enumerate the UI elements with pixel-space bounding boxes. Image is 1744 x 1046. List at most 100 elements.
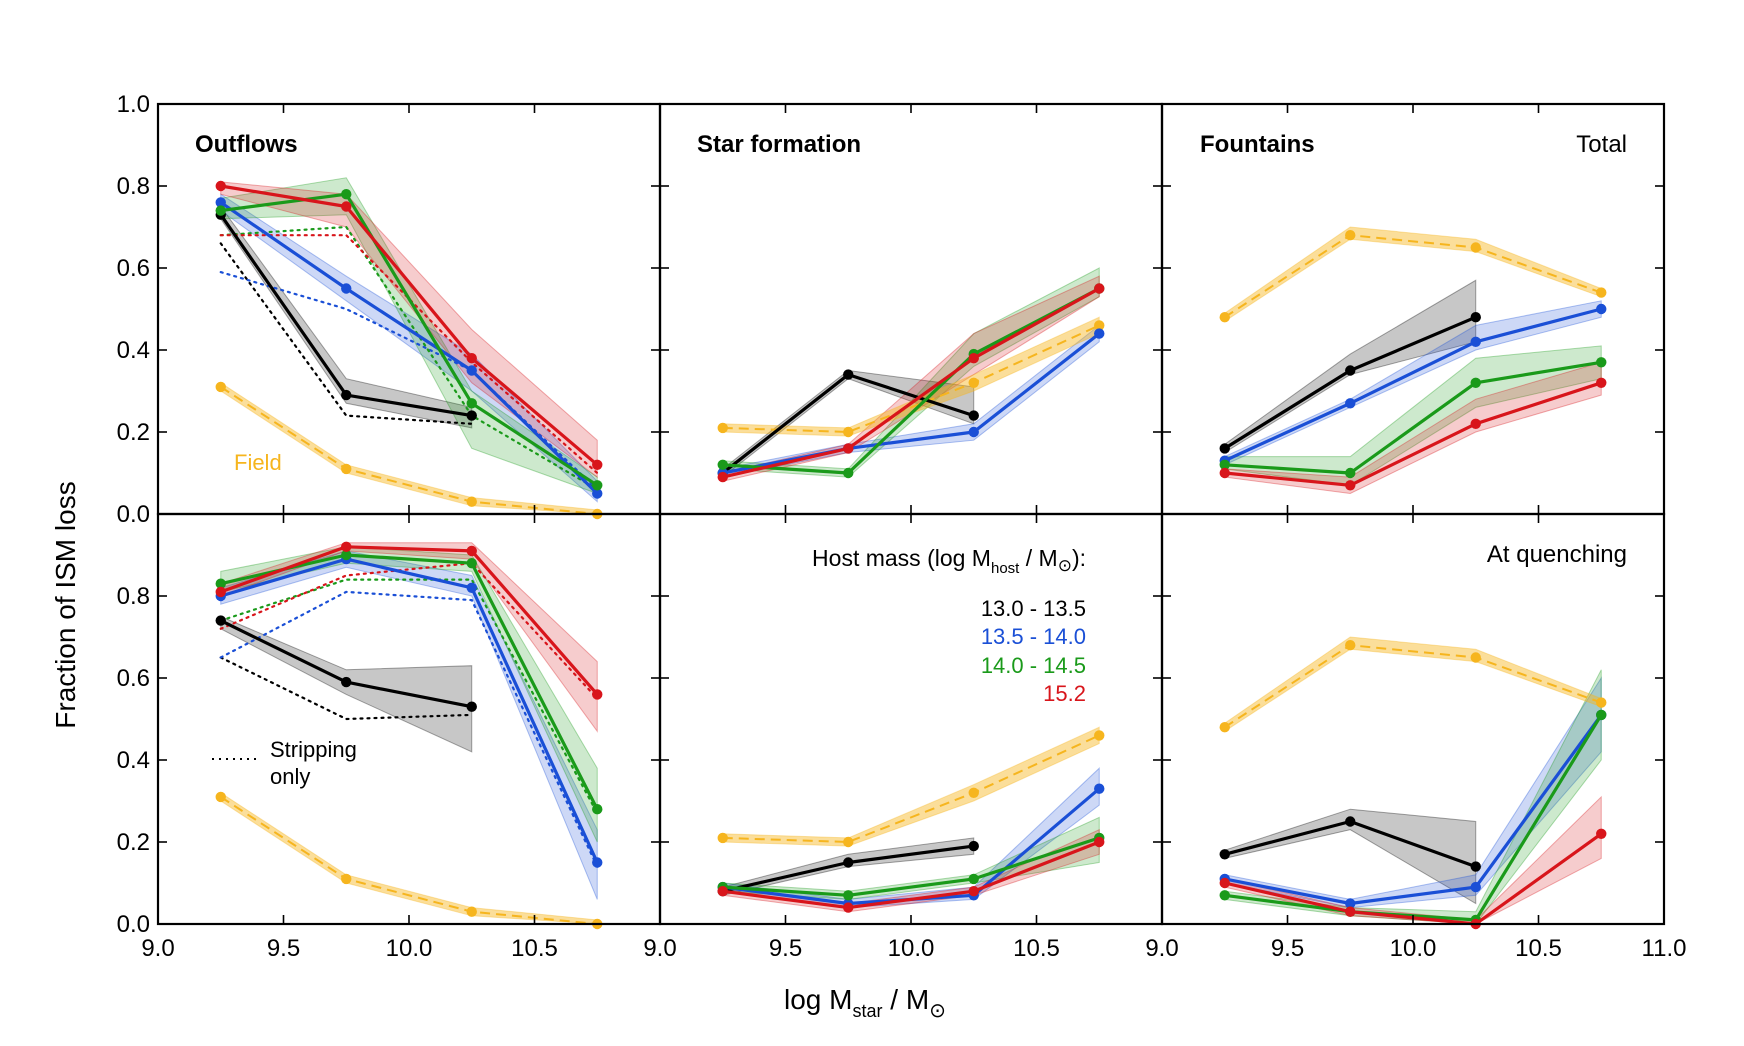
band-blue-0 — [220, 193, 598, 503]
stripping-line-black-3 — [219, 656, 473, 721]
y-axis-title: Fraction of ISM loss — [50, 481, 81, 728]
series-line-orange-1 — [722, 324, 1100, 433]
series-line-blue-1 — [722, 332, 1101, 475]
point-green-3-3 — [592, 804, 603, 815]
y-tick-label: 0.6 — [117, 665, 150, 692]
point-black-3-1 — [341, 676, 352, 688]
legend-title-a: Host mass (log M — [812, 545, 991, 571]
legend-entry-14-0: 14.0 - 14.5 — [981, 653, 1086, 678]
y-tick-label: 0.2 — [117, 419, 150, 446]
point-orange-3-1 — [341, 873, 352, 885]
y-tick-label: 0.8 — [117, 583, 150, 610]
panel-2 — [1219, 226, 1607, 495]
point-black-0-1 — [341, 389, 352, 401]
panel-title-outflows: Outflows — [195, 131, 298, 158]
point-blue-2-1 — [1345, 398, 1356, 409]
x-axis-title-sun: ⊙ — [929, 1000, 946, 1022]
series-line-orange-3 — [220, 796, 598, 925]
x-tick-label: 10.0 — [1390, 935, 1437, 962]
x-tick-label: 9.5 — [1271, 935, 1304, 962]
x-axis-title-tail: / M — [882, 984, 929, 1015]
point-green-2-1 — [1345, 467, 1356, 479]
band-red-3 — [220, 542, 598, 733]
field-label: Field — [234, 450, 282, 475]
point-orange-1-2 — [968, 377, 979, 388]
point-red-1-3 — [1094, 283, 1105, 294]
series-line-green-2 — [1224, 360, 1602, 475]
panel-0 — [215, 177, 603, 520]
y-tick-label: 0.6 — [117, 255, 150, 282]
point-orange-4-1 — [843, 836, 854, 848]
point-red-4-0 — [717, 886, 728, 897]
point-orange-5-0 — [1219, 722, 1230, 733]
point-red-0-0 — [215, 180, 226, 192]
x-tick-label: 11.0 — [1642, 935, 1687, 962]
panel-1 — [717, 267, 1105, 483]
point-green-1-0 — [717, 459, 728, 470]
point-black-4-2 — [968, 840, 979, 852]
band-red-5 — [1224, 795, 1602, 925]
series-line-orange-4 — [722, 734, 1100, 843]
point-green-3-0 — [215, 578, 226, 589]
point-orange-5-1 — [1345, 640, 1356, 651]
stripping-line-blue-3 — [219, 590, 599, 868]
point-red-1-0 — [717, 471, 728, 483]
band-green-1 — [722, 267, 1100, 478]
y-tick-label: 0.4 — [117, 747, 150, 774]
plots-layer — [215, 177, 1607, 930]
x-tick-label: 10.5 — [1013, 935, 1060, 962]
point-blue-1-2 — [968, 426, 979, 438]
legend-entry-13-5: 13.5 - 14.0 — [981, 624, 1086, 649]
point-orange-1-1 — [843, 426, 854, 438]
y-tick-label: 0.8 — [117, 173, 150, 200]
point-orange-2-2 — [1470, 242, 1481, 253]
legend-title-sub: host — [991, 560, 1020, 577]
series-line-blue-3 — [220, 557, 599, 864]
series-line-green-0 — [220, 192, 599, 487]
point-blue-5-1 — [1345, 898, 1356, 909]
point-red-3-0 — [215, 586, 226, 598]
stripping-line-green-3 — [219, 578, 599, 815]
point-green-5-3 — [1596, 709, 1607, 721]
point-black-3-0 — [215, 615, 226, 626]
y-tick-label: 0.4 — [117, 337, 150, 364]
stripping-line-red-0 — [219, 234, 599, 475]
point-blue-1-3 — [1094, 328, 1105, 339]
legend-title: Host mass (log Mhost / M⊙): — [812, 545, 1086, 577]
point-blue-0-3 — [592, 488, 603, 499]
x-tick-label: 9.0 — [643, 935, 676, 962]
series-line-orange-2 — [1224, 234, 1602, 319]
panel-title-star-formation: Star formation — [697, 131, 861, 158]
point-green-3-1 — [341, 549, 352, 561]
point-green-5-0 — [1219, 890, 1230, 901]
total-label: Total — [1576, 131, 1627, 158]
panel-5 — [1219, 636, 1607, 930]
point-orange-0-0 — [215, 381, 226, 393]
point-orange-3-2 — [466, 906, 477, 917]
point-red-0-1 — [341, 201, 352, 212]
point-red-2-1 — [1345, 480, 1356, 491]
point-red-0-3 — [592, 459, 603, 470]
x-tick-label: 9.0 — [141, 935, 174, 962]
x-tick-label: 9.5 — [769, 935, 802, 962]
x-axis-title: log Mstar / M⊙ — [784, 984, 946, 1022]
point-red-3-3 — [592, 689, 603, 700]
point-red-4-2 — [968, 886, 979, 897]
y-tick-label: 1.0 — [117, 91, 150, 118]
stripping-line-black-0 — [219, 242, 473, 425]
point-green-1-1 — [843, 467, 854, 479]
point-blue-2-3 — [1596, 303, 1607, 315]
point-green-0-1 — [341, 189, 352, 200]
point-blue-0-0 — [215, 197, 226, 208]
x-tick-label: 10.5 — [511, 935, 558, 962]
point-red-4-1 — [843, 902, 854, 913]
point-green-4-2 — [968, 873, 979, 885]
point-blue-3-2 — [466, 582, 477, 593]
legend-title-sun: ⊙ — [1058, 556, 1072, 575]
point-black-4-1 — [843, 857, 854, 868]
legend: Host mass (log Mhost / M⊙): 13.0 - 13.5 … — [812, 545, 1086, 706]
point-green-4-1 — [843, 890, 854, 901]
series-line-green-4 — [722, 836, 1100, 897]
point-blue-4-3 — [1094, 783, 1105, 794]
